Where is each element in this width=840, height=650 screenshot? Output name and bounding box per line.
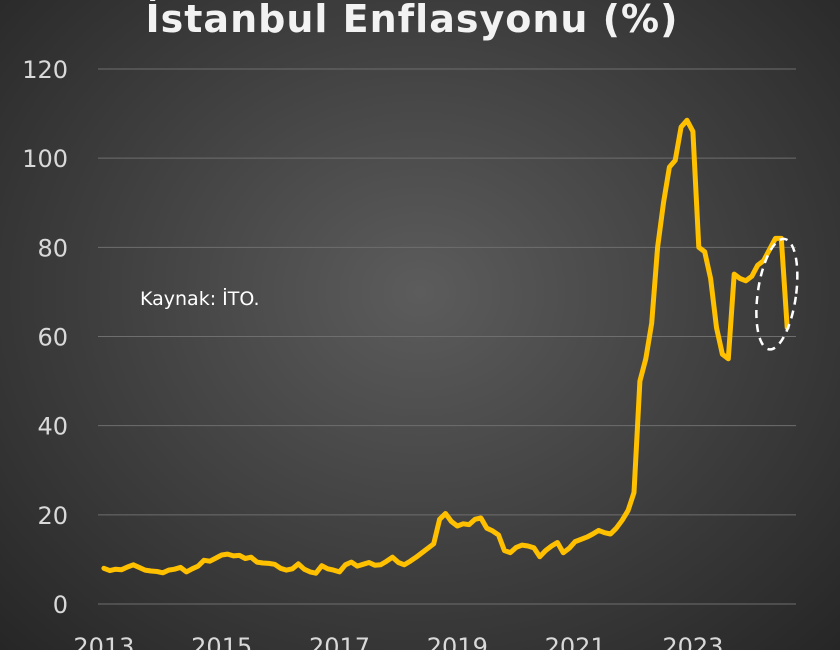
- gridlines: [98, 68, 796, 605]
- y-tick-label: 100: [22, 145, 68, 173]
- y-tick-label: 40: [37, 413, 68, 441]
- x-tick-label: 2017: [309, 633, 370, 650]
- x-tick-label: 2019: [427, 633, 488, 650]
- y-tick-label: 0: [53, 591, 68, 619]
- source-annotation: Kaynak: İTO.: [140, 287, 260, 310]
- series-line-istanbul-inflation: [101, 117, 790, 576]
- chart-title: İstanbul Enflasyonu (%): [146, 0, 679, 41]
- y-tick-label: 20: [37, 502, 68, 530]
- x-tick-label: 2015: [191, 633, 252, 650]
- x-axis-ticks: 2013 2015 2017 2019 2021 2023: [73, 633, 723, 650]
- x-tick-label: 2023: [662, 633, 723, 650]
- highlight-dashed-ellipse: [755, 237, 799, 351]
- y-axis-ticks: 0 20 40 60 80 100 120: [22, 56, 68, 619]
- x-tick-label: 2021: [545, 633, 606, 650]
- y-tick-label: 80: [37, 234, 68, 262]
- y-tick-label: 120: [22, 56, 68, 84]
- y-tick-label: 60: [37, 324, 68, 352]
- x-tick-label: 2013: [73, 633, 134, 650]
